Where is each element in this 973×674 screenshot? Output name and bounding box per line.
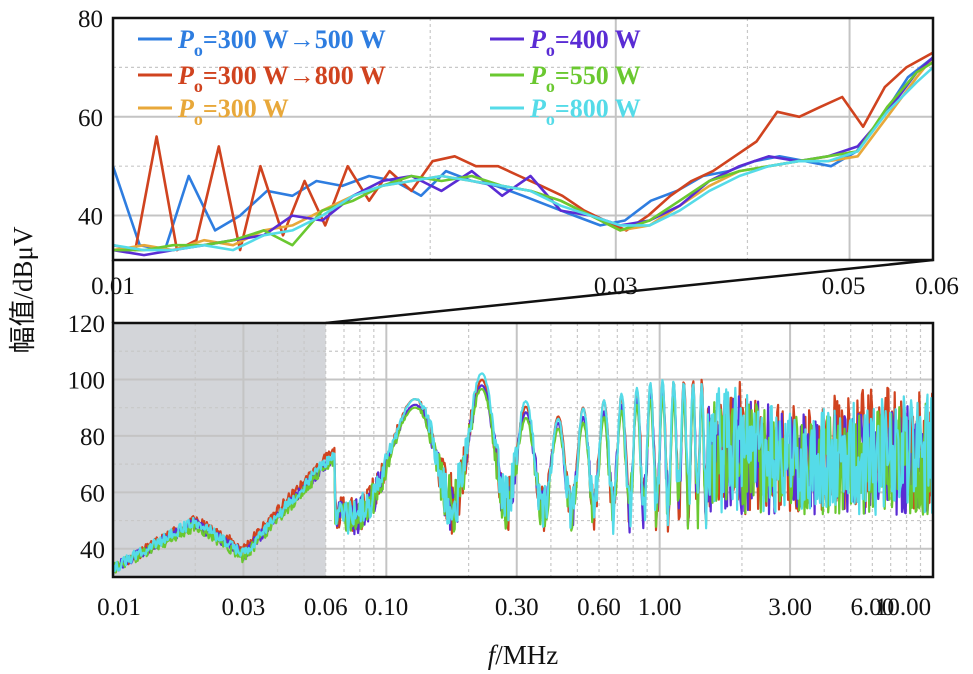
- main-y-tick-label: 100: [68, 367, 106, 394]
- inset-x-tick-label: 0.03: [594, 273, 638, 300]
- inset-y-tick-label: 40: [78, 204, 103, 231]
- main-y-tick-label: 120: [68, 311, 106, 338]
- inset-frame: [111, 16, 935, 262]
- x-axis-label: f/MHz: [488, 640, 559, 670]
- inset-x-tick-label: 0.05: [822, 273, 866, 300]
- main-series-group: [113, 372, 933, 575]
- main-y-tick-label: 60: [80, 480, 105, 507]
- main-x-tick-label: 0.06: [304, 594, 348, 621]
- main-x-tick-label: 1.00: [638, 594, 682, 621]
- zoom-connector-right: [325, 258, 934, 325]
- inset-series-line: [113, 51, 933, 252]
- main-x-tick-label: 10.00: [875, 594, 931, 621]
- main-y-tick-label: 80: [80, 424, 105, 451]
- inset-series-line: [113, 56, 933, 252]
- inset-series-line: [113, 66, 933, 252]
- inset-y-tick-label: 80: [78, 6, 103, 33]
- y-axis-label: 幅值/dBμV: [8, 226, 38, 353]
- main-series-line: [113, 372, 933, 575]
- axis-labels: f/MHz 幅值/dBμV: [8, 226, 558, 670]
- main-chart: 40 60 80 100 120 0.01 0.03 0.06 0.10 0.30 0.60 1.00…: [68, 311, 935, 621]
- legend-entry: Po=300 W→800 W: [177, 61, 386, 96]
- main-x-tick-label: 0.60: [577, 594, 621, 621]
- legend-entry: Po=800 W: [529, 94, 641, 129]
- main-x-tick-label: 0.30: [495, 594, 539, 621]
- legend-entry: Po=400 W: [529, 25, 641, 60]
- main-x-tick-label: 3.00: [768, 594, 812, 621]
- main-frame: [111, 321, 935, 579]
- main-x-tick-label: 0.03: [222, 594, 266, 621]
- legend-entry: Po=300 W→500 W: [177, 25, 386, 60]
- inset-plot-area: [113, 18, 933, 260]
- main-x-tick-label: 6.00: [850, 594, 894, 621]
- legend-entry: Po=300 W: [177, 94, 289, 129]
- zoom-connector: [111, 258, 934, 325]
- inset-series-group: [113, 51, 933, 257]
- legend-entry: Po=550 W: [529, 61, 641, 96]
- main-y-tick-label: 40: [80, 537, 105, 564]
- inset-x-tick-label: 0.06: [915, 273, 959, 300]
- inset-y-tick-label: 60: [78, 105, 103, 132]
- main-x-tick-label: 0.10: [364, 594, 408, 621]
- main-series-line: [113, 387, 933, 575]
- main-x-tick-label: 0.01: [97, 594, 141, 621]
